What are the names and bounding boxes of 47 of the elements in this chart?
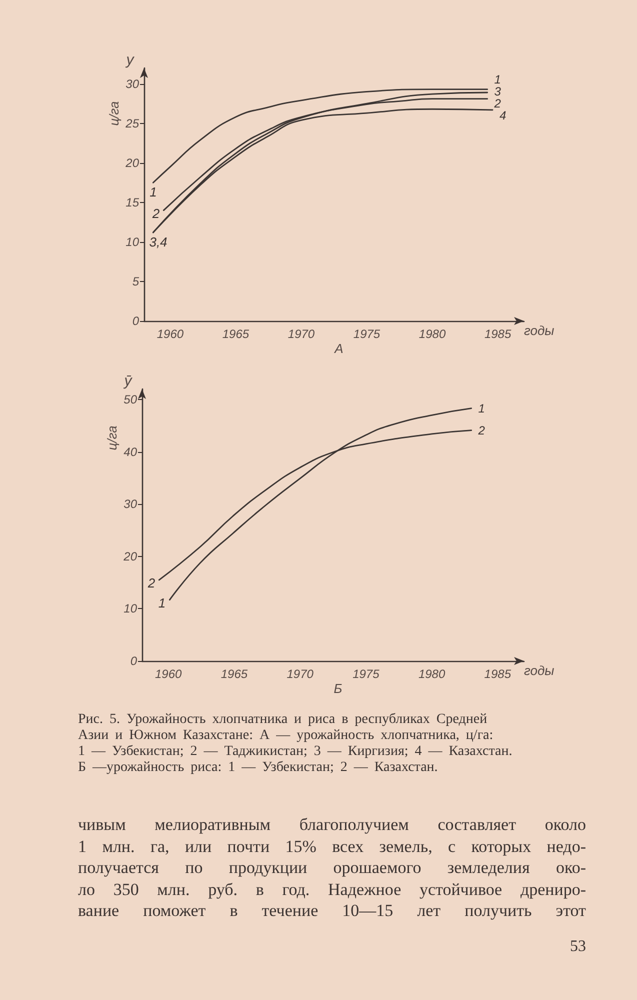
- y-tick-label: 40: [124, 444, 138, 459]
- series-label: 2: [146, 575, 156, 590]
- y-tick-label: 25: [124, 116, 140, 130]
- y-tick-label: 30: [124, 497, 138, 512]
- series-label: 1: [150, 184, 157, 200]
- annotation: 2: [477, 423, 486, 438]
- x-tick-label: 1970: [286, 667, 314, 681]
- x-tick-label: 1985: [484, 667, 512, 681]
- y-tick-label: 0: [130, 654, 138, 668]
- x-tick-label: 1975: [352, 667, 380, 681]
- annotation: 1: [478, 401, 485, 416]
- y-tick-label: 50: [124, 392, 138, 406]
- text: Рис. 5. Урожайность хлопчатника и риса в республиках Средней Азии и Южном Казахстане: А — урожайность хлопчатника, ц/га: 1 — Узбекистан; 2 — Таджикистан; 3 — Киргизия; 4 — Казахстан. Б —урожайность риса: 1 — Узбекистан; 2 — Казахстан.: [78, 712, 512, 776]
- annotation: 1: [494, 72, 501, 87]
- series-label: 3: [494, 84, 502, 99]
- series-label: 4: [500, 108, 507, 123]
- series-label: 1: [158, 595, 166, 610]
- series-label: 2: [151, 206, 160, 221]
- x-axis-title: годы: [524, 323, 555, 338]
- x-tick-label: 1975: [353, 327, 380, 341]
- y-axis-title: ц/га: [106, 101, 122, 126]
- y-tick-label: 10: [126, 234, 140, 249]
- y-tick-label: 20: [122, 549, 138, 564]
- y-tick-label: 5: [132, 274, 140, 288]
- text: ȳ: [123, 372, 134, 390]
- x-tick-label: 1970: [288, 327, 315, 341]
- y-axis-title: ц/га: [104, 426, 120, 450]
- x-tick-label: 1980: [418, 667, 446, 681]
- annotation: 3,4: [149, 234, 168, 250]
- text: А: [334, 341, 344, 356]
- x-tick-label: 1980: [418, 327, 446, 341]
- y-tick-label: 30: [126, 76, 140, 91]
- x-tick-label: 1985: [484, 327, 512, 341]
- y-tick-label: 15: [126, 195, 140, 210]
- text: 53: [570, 936, 586, 956]
- y-tick-label: 10: [124, 602, 138, 616]
- y-tick-label: 20: [124, 156, 140, 170]
- x-axis-title: годы: [524, 663, 555, 678]
- y-tick-label: 0: [132, 314, 140, 328]
- x-tick-label: 1960: [154, 667, 182, 681]
- x-tick-label: 1960: [156, 327, 184, 341]
- text: Б: [334, 681, 343, 696]
- text: y: [125, 52, 136, 68]
- x-tick-label: 1965: [220, 667, 248, 681]
- x-tick-label: 1965: [222, 327, 250, 341]
- annotation: 2: [493, 96, 502, 111]
- text: чивым мелиоративным благополучием составляет около 1 млн. га, или почти 15% всех земель, с которых недо- получается по продукции орошаемого земледелия око- ло 350 млн. руб. в год. Надежное устойчивое дрениро- вание поможет в течение 10—15 лет получить этот: [78, 814, 586, 922]
